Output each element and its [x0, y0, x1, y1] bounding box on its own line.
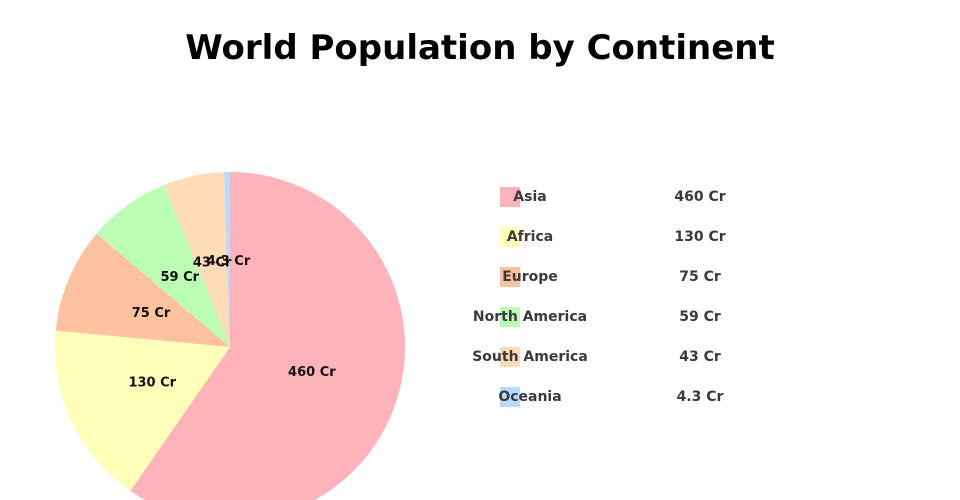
legend-item-europe: Europe 75 Cr	[0, 267, 721, 287]
legend-value: 4.3 Cr	[676, 389, 724, 405]
legend-item-africa: Africa 130 Cr	[0, 227, 726, 247]
chart-title: World Population by Continent	[185, 28, 775, 68]
legend-item-asia: Asia 460 Cr	[0, 187, 726, 207]
pie-slice-europe	[55, 233, 231, 347]
legend-swatch	[500, 227, 520, 247]
pie-slices	[55, 172, 405, 500]
legend-swatch	[500, 307, 520, 327]
legend-value: 43 Cr	[679, 349, 721, 365]
legend-label: South America	[472, 349, 588, 365]
pie-slice-africa	[55, 330, 231, 491]
legend-item-south-america: South America 43 Cr	[0, 347, 721, 367]
legend-swatch	[500, 387, 520, 407]
pie-slice-asia	[130, 172, 405, 500]
legend-swatch	[500, 267, 520, 287]
slice-label-north-america: 59 Cr	[160, 270, 199, 285]
legend-swatch	[500, 187, 520, 207]
slice-label-europe: 75 Cr	[132, 306, 171, 321]
slice-label-south-america: 43 Cr	[193, 256, 232, 271]
legend-swatch	[500, 347, 520, 367]
legend-label: Europe	[502, 269, 558, 285]
legend-value: 59 Cr	[679, 309, 721, 325]
slice-label-oceania: 4.3 Cr	[207, 254, 251, 269]
slice-label-africa: 130 Cr	[128, 376, 176, 391]
legend-value: 75 Cr	[679, 269, 721, 285]
pie-slice-oceania	[223, 172, 230, 347]
legend-label: Africa	[506, 229, 554, 245]
legend-value: 130 Cr	[674, 229, 726, 245]
legend-label: Oceania	[498, 389, 562, 405]
legend-value: 460 Cr	[674, 189, 726, 205]
legend-label: North America	[472, 309, 588, 325]
pie-slice-south-america	[164, 172, 230, 347]
pie-slice-north-america	[96, 184, 230, 347]
slice-label-asia: 460 Cr	[288, 365, 336, 380]
legend-item-oceania: Oceania 4.3 Cr	[0, 387, 723, 407]
legend-label: Asia	[513, 189, 547, 205]
legend-item-north-america: North America 59 Cr	[0, 307, 721, 327]
